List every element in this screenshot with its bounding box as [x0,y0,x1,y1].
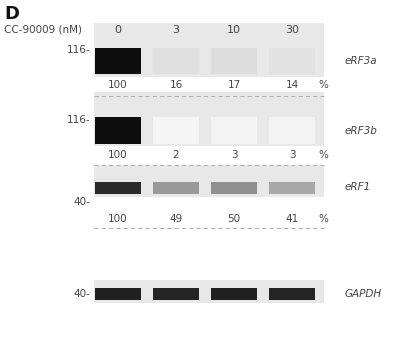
Text: 17: 17 [227,80,241,90]
Text: eRF3a: eRF3a [345,56,378,66]
Bar [269,118,315,143]
Text: 14: 14 [285,80,299,90]
Bar [153,48,199,74]
Text: 10: 10 [227,25,241,34]
Bar [211,118,257,143]
Text: 116-: 116- [66,46,90,55]
Bar [269,182,315,194]
Text: 2: 2 [173,150,179,160]
Text: %: % [318,150,328,160]
Bar [211,288,257,300]
Bar [211,48,257,74]
Text: 30: 30 [285,25,299,34]
Bar [211,182,257,194]
Bar [94,280,324,303]
Bar [153,288,199,300]
Text: 40-: 40- [73,289,90,299]
Text: 116-: 116- [66,115,90,125]
Text: 40-: 40- [73,197,90,207]
Bar [94,23,324,77]
Bar [95,182,141,194]
Bar [95,288,141,300]
Text: D: D [4,5,19,23]
Text: CC-90009 (nM): CC-90009 (nM) [4,25,82,34]
Bar [153,182,199,194]
Text: 100: 100 [108,214,128,224]
Text: 3: 3 [172,25,180,34]
Text: eRF3b: eRF3b [345,126,378,135]
Text: %: % [318,214,328,224]
Text: 50: 50 [228,214,240,224]
Text: eRF1: eRF1 [345,182,371,192]
Bar [95,48,141,74]
Text: 41: 41 [285,214,299,224]
Bar [94,92,324,146]
Bar [269,48,315,74]
Bar [269,288,315,300]
Text: 0: 0 [114,25,122,34]
Text: GAPDH: GAPDH [345,289,382,299]
Bar [94,165,324,197]
Text: 3: 3 [289,150,295,160]
Text: 49: 49 [169,214,183,224]
Text: 100: 100 [108,80,128,90]
Text: 3: 3 [231,150,237,160]
Text: 100: 100 [108,150,128,160]
Text: 16: 16 [169,80,183,90]
Bar [153,118,199,143]
Bar [95,118,141,143]
Text: %: % [318,80,328,90]
